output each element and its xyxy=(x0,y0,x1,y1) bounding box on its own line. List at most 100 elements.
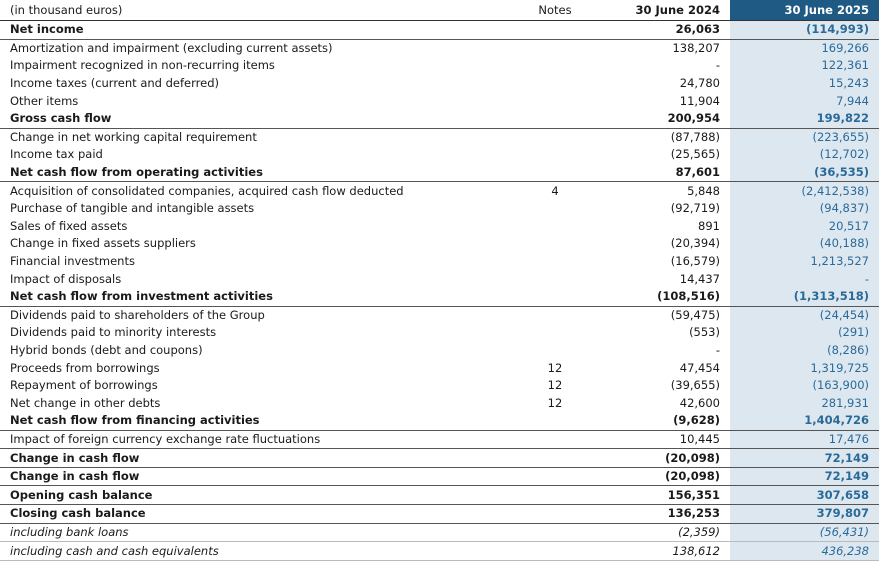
value-2024: 10,445 xyxy=(610,430,730,450)
row-notes xyxy=(500,485,610,506)
value-2025: 436,238 xyxy=(730,541,879,561)
value-2025: (1,313,518) xyxy=(730,287,879,307)
value-2024: (2,359) xyxy=(610,523,730,543)
table-row: Impairment recognized in non-recurring i… xyxy=(0,57,879,75)
table-row: Acquisition of consolidated companies, a… xyxy=(0,181,879,200)
row-label: Impairment recognized in non-recurring i… xyxy=(10,58,275,73)
row-notes xyxy=(500,57,610,75)
value-2024: (92,719) xyxy=(670,201,720,216)
header-notes: Notes xyxy=(500,0,610,21)
value-2024: 14,437 xyxy=(679,271,720,286)
table-row: Change in net working capital requiremen… xyxy=(0,128,879,147)
header-label: (in thousand euros) xyxy=(0,0,500,21)
value-2025: (163,900) xyxy=(730,376,879,395)
row-notes xyxy=(500,235,610,253)
row-notes xyxy=(500,448,610,468)
value-2025: 15,243 xyxy=(730,74,879,93)
header-2024: 30 June 2024 xyxy=(610,0,730,21)
header-2025: 30 June 2025 xyxy=(730,0,879,21)
value-2025: 1,213,527 xyxy=(730,252,879,271)
value-2025: 72,149 xyxy=(730,448,879,468)
row-notes xyxy=(500,270,610,288)
table-row: Dividends paid to shareholders of the Gr… xyxy=(0,306,879,325)
value-2024: 136,253 xyxy=(610,504,730,524)
row-label: Acquisition of consolidated companies, a… xyxy=(10,183,404,198)
table-row: Net change in other debts 12 42,600 281,931 xyxy=(0,394,879,413)
value-2025: 20,517 xyxy=(730,217,879,236)
value-2025: (40,188) xyxy=(730,235,879,253)
row-label: Purchase of tangible and intangible asse… xyxy=(10,201,255,216)
value-2024: 138,612 xyxy=(610,541,730,561)
row-label: Closing cash balance xyxy=(0,504,500,524)
table-row: Hybrid bonds (debt and coupons) - (8,286) xyxy=(0,341,879,360)
value-2024: (20,394) xyxy=(670,236,720,251)
value-2025: (2,412,538) xyxy=(730,181,879,200)
value-2025: (8,286) xyxy=(730,341,879,360)
table-row: Income taxes (current and deferred) 24,78… xyxy=(0,74,879,93)
row-notes xyxy=(500,109,610,129)
row-notes xyxy=(500,324,610,342)
value-2025: (223,655) xyxy=(730,128,879,147)
row-notes xyxy=(500,342,610,360)
row-label: including bank loans xyxy=(0,523,500,543)
value-2024: 26,063 xyxy=(610,20,730,40)
value-2024: 891 xyxy=(698,218,720,233)
row-notes xyxy=(500,287,610,307)
value-2025: 199,822 xyxy=(730,109,879,129)
row-label: Net cash flow from financing activities xyxy=(0,412,500,431)
value-2025: (36,535) xyxy=(730,163,879,183)
value-2025: (12,702) xyxy=(730,146,879,164)
table-row: Change in cash flow (20,098) 72,149 xyxy=(0,467,879,487)
table-row: Financial investments (16,579) 1,213,527 xyxy=(0,252,879,271)
row-label: Income tax paid xyxy=(10,147,103,162)
row-notes xyxy=(500,306,610,324)
value-2024: 24,780 xyxy=(679,76,720,91)
row-label: Hybrid bonds (debt and coupons) xyxy=(10,342,203,357)
row-notes xyxy=(500,200,610,218)
value-2025: (114,993) xyxy=(730,20,879,40)
row-label: Repayment of borrowings xyxy=(10,378,158,393)
row-label: Dividends paid to shareholders of the Gr… xyxy=(10,307,265,322)
value-2025: 281,931 xyxy=(730,394,879,413)
value-2025: 72,149 xyxy=(730,467,879,487)
table-row: Change in cash flow (20,098) 72,149 xyxy=(0,448,879,468)
row-notes xyxy=(500,541,610,561)
value-2025: 1,319,725 xyxy=(730,359,879,377)
row-label: Net income xyxy=(0,20,500,40)
value-2025: 7,944 xyxy=(730,92,879,110)
value-2024: 200,954 xyxy=(610,109,730,129)
value-2024: 47,454 xyxy=(679,360,720,375)
row-notes xyxy=(500,430,610,450)
row-notes xyxy=(500,523,610,543)
value-2025: 307,658 xyxy=(730,485,879,506)
row-label: Sales of fixed assets xyxy=(10,218,128,233)
value-2024: 11,904 xyxy=(679,93,720,108)
row-label: Net change in other debts xyxy=(10,395,161,410)
value-2024: (20,098) xyxy=(610,448,730,468)
table-row: Net income 26,063 (114,993) xyxy=(0,20,879,40)
row-notes xyxy=(500,75,610,93)
value-2025: (291) xyxy=(730,324,879,342)
table-row: including bank loans (2,359) (56,431) xyxy=(0,523,879,543)
table-row: Income tax paid (25,565) (12,702) xyxy=(0,146,879,164)
row-notes xyxy=(500,412,610,431)
table-row: Impact of disposals 14,437- xyxy=(0,270,879,288)
value-2024: (59,475) xyxy=(670,307,720,322)
row-label: Impact of foreign currency exchange rate… xyxy=(0,430,500,450)
table-row: Net cash flow from financing activities (… xyxy=(0,412,879,431)
table-row: Gross cash flow 200,954 199,822 xyxy=(0,109,879,129)
row-notes xyxy=(500,218,610,236)
value-2024: - xyxy=(715,58,720,73)
row-notes: 4 xyxy=(551,183,559,198)
value-2024: 156,351 xyxy=(610,485,730,506)
header-row: (in thousand euros) Notes 30 June 2024 3… xyxy=(0,0,879,21)
row-label: Change in cash flow xyxy=(0,467,500,487)
row-label: Change in fixed assets suppliers xyxy=(10,236,196,251)
row-label: Gross cash flow xyxy=(0,109,500,129)
table-row: Dividends paid to minority interests (553… xyxy=(0,324,879,342)
row-label: Financial investments xyxy=(10,254,135,269)
row-notes xyxy=(500,20,610,40)
